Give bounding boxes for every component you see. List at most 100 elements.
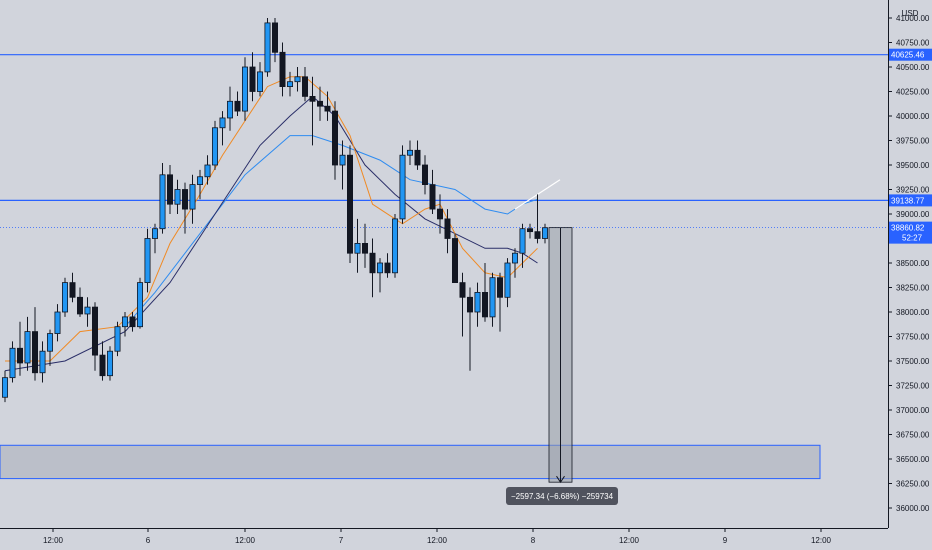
candle [54, 304, 61, 342]
candle [331, 101, 338, 180]
candle-body-down [301, 76, 308, 97]
candle [16, 321, 23, 376]
price-axis[interactable] [888, 0, 932, 550]
candle [69, 272, 76, 303]
candle [211, 120, 218, 170]
candle-body-down [271, 22, 278, 53]
candle [369, 238, 376, 298]
candle [196, 169, 203, 200]
candle [136, 277, 143, 329]
candle [391, 214, 398, 278]
candle [174, 179, 181, 214]
measure-arrow-head [556, 475, 565, 484]
candle-body-down [459, 282, 466, 298]
y-tick-label: 40000.00 [896, 112, 930, 121]
candle-body-up [376, 262, 383, 274]
x-tick-label: 12:00 [427, 536, 448, 545]
candle-body-up [286, 81, 293, 87]
candle-body-up [144, 238, 151, 283]
candle-body-up [189, 184, 196, 210]
candle-body-up [256, 71, 263, 92]
candle [9, 341, 16, 383]
candle [166, 165, 173, 214]
candle [219, 111, 226, 146]
candle [301, 67, 308, 102]
y-tick-label: 39250.00 [896, 186, 930, 195]
ma-slow-line [124, 135, 538, 328]
candle-body-down [466, 296, 473, 313]
candle [264, 18, 271, 77]
support-zone[interactable] [0, 444, 821, 480]
candle [181, 182, 188, 234]
candle-body-down [527, 228, 534, 233]
candle-body-down [451, 238, 458, 283]
candle-body-up [174, 189, 181, 205]
candle [519, 223, 526, 268]
candle [354, 218, 361, 273]
price-line-badge [889, 194, 932, 207]
candle [542, 223, 549, 244]
last-price-badge [889, 221, 932, 244]
y-tick-label: 36000.00 [896, 504, 930, 513]
candle-body-down [414, 149, 421, 166]
candle-body-down [496, 277, 503, 298]
y-tick-label: 36750.00 [896, 431, 930, 440]
candle [346, 145, 353, 263]
candle-body-down [369, 252, 376, 274]
candle [234, 91, 241, 116]
price-line-badge [889, 48, 932, 61]
candle [361, 223, 368, 268]
candle [144, 228, 151, 293]
candle [189, 174, 196, 224]
candle-body-up [399, 154, 406, 220]
candle-body-down [534, 231, 541, 239]
candle-body-down [331, 110, 338, 166]
candle-body-down [129, 316, 136, 328]
candle-body-down [92, 306, 99, 356]
candle-body-up [211, 127, 218, 166]
candle [466, 287, 473, 371]
candle [47, 329, 54, 366]
candle-body-down [309, 96, 316, 102]
y-tick-label: 36500.00 [896, 455, 930, 464]
bar-countdown: 52:27 [902, 234, 923, 243]
candle [204, 155, 211, 185]
candle-body-up [2, 377, 8, 398]
candle-body-up [264, 22, 271, 73]
candle-body-up [241, 66, 248, 112]
candle [421, 155, 428, 195]
candle [92, 302, 99, 371]
candle [474, 282, 481, 327]
candle [24, 316, 31, 371]
y-tick-label: 36250.00 [896, 480, 930, 489]
candle-body-up [489, 277, 496, 318]
y-tick-label: 37500.00 [896, 357, 930, 366]
measure-label: −2597.34 (−6.68%) −259734 [511, 492, 614, 501]
y-tick-label: 38000.00 [896, 308, 930, 317]
candle-body-down [346, 154, 353, 254]
candle [339, 140, 346, 190]
x-tick-label: 12:00 [811, 536, 832, 545]
candle [512, 248, 519, 278]
candle [122, 312, 129, 337]
candle [226, 86, 233, 131]
candle [241, 57, 248, 121]
y-tick-label: 38500.00 [896, 259, 930, 268]
candle-body-down [436, 208, 443, 220]
candle [294, 67, 301, 92]
candle-body-down [32, 331, 39, 374]
candle-body-down [249, 66, 256, 92]
candle-body-up [62, 282, 69, 313]
candle [84, 297, 91, 327]
candle-body-down [181, 189, 188, 210]
candle-body-down [361, 242, 368, 254]
candle-body-up [47, 333, 54, 352]
candle-body-down [99, 354, 106, 377]
candle [429, 169, 436, 214]
candle [159, 163, 166, 234]
y-tick-label: 40750.00 [896, 39, 930, 48]
candle-body-up [151, 228, 158, 239]
candle [527, 223, 534, 239]
measure-label-box [506, 487, 618, 505]
